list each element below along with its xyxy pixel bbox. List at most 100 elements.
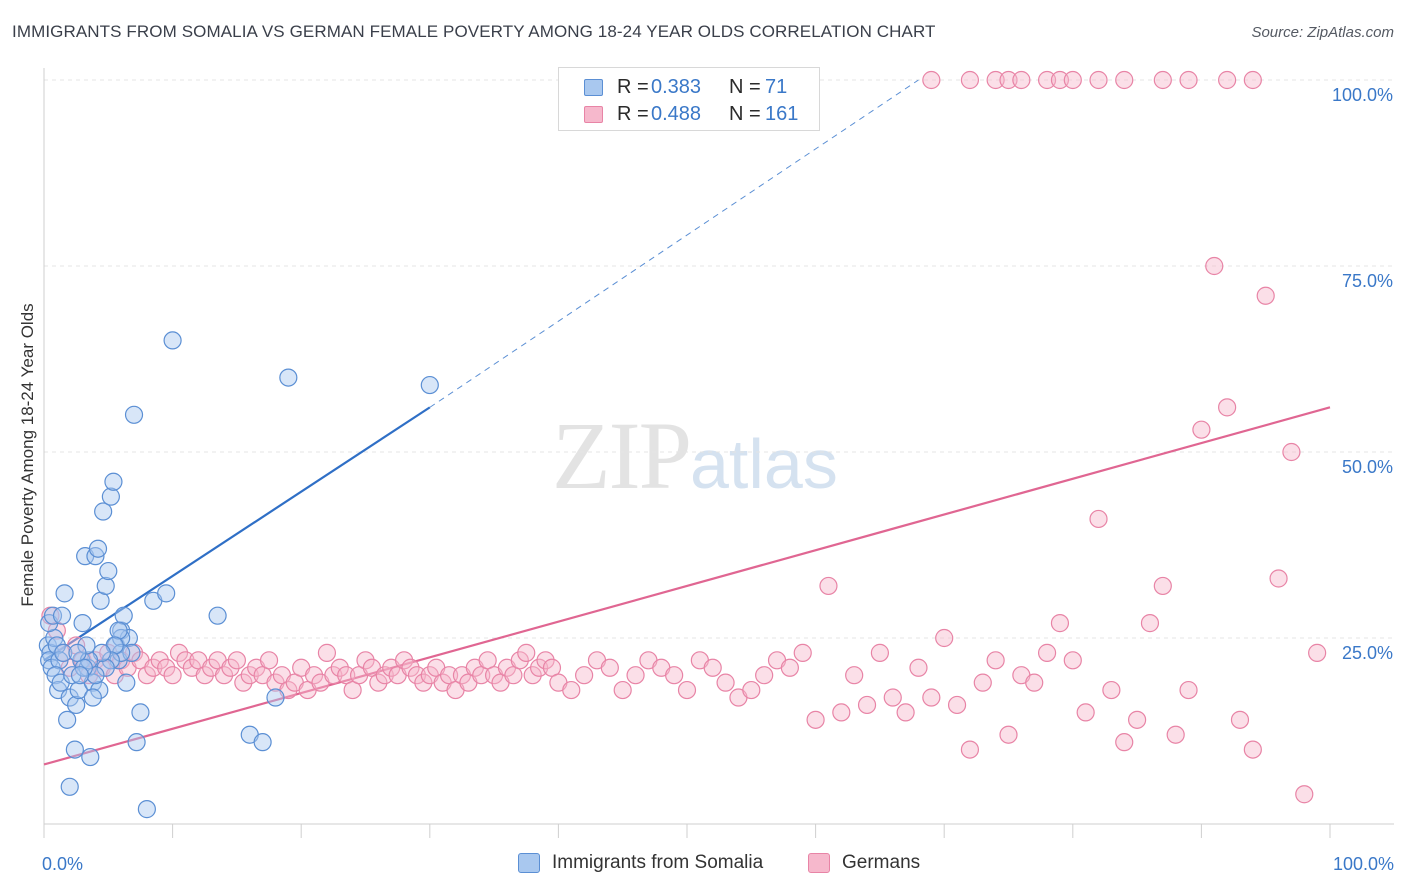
german-point <box>922 70 941 90</box>
german-point <box>234 673 253 692</box>
german-point <box>896 703 915 722</box>
german-point <box>999 725 1018 744</box>
german-point <box>922 688 941 707</box>
somalia-point <box>104 472 123 491</box>
somalia-point <box>137 800 156 819</box>
german-point <box>1256 286 1275 305</box>
somalia-point <box>96 658 115 677</box>
trend-layer <box>43 79 1331 766</box>
legend-row-somalia: R = 0.383 N = 71 <box>559 74 819 100</box>
german-point <box>677 680 697 700</box>
somalia-point <box>99 561 118 581</box>
german-point <box>304 666 324 685</box>
x-tick-label: 100.0% <box>1333 854 1394 874</box>
german-point <box>1153 576 1172 596</box>
somalia-point <box>266 688 285 707</box>
german-point <box>227 651 246 670</box>
german-point <box>157 658 176 677</box>
german-point <box>960 70 980 90</box>
german-point <box>1089 70 1108 90</box>
german-point <box>1140 614 1160 633</box>
bottom-legend-swatch-germans <box>808 853 830 873</box>
somalia-point <box>58 710 77 729</box>
legend-r-label: R = <box>617 103 649 125</box>
legend-r-label: R = <box>617 76 649 98</box>
german-point <box>1012 70 1031 90</box>
german-point <box>600 658 619 677</box>
german-point <box>1295 785 1314 804</box>
german-point <box>755 666 774 685</box>
somalia-point <box>279 368 298 387</box>
german-point <box>144 658 163 677</box>
somalia-point <box>60 777 79 796</box>
bottom-legend-label-germans: Germans <box>842 852 921 873</box>
somalia-point <box>112 643 131 662</box>
german-point <box>523 666 542 685</box>
german-point <box>626 666 645 685</box>
chart-title: IMMIGRANTS FROM SOMALIA VS GERMAN FEMALE… <box>12 22 936 41</box>
somalia-point <box>119 628 138 648</box>
somalia-point <box>124 405 144 424</box>
german-point <box>562 680 581 700</box>
y-tick-label: 50.0% <box>1342 457 1393 477</box>
watermark-atlas: atlas <box>690 425 838 503</box>
somalia-point <box>70 666 90 685</box>
german-point <box>407 666 427 685</box>
somalia-point <box>96 576 115 596</box>
somalia-point <box>73 614 92 633</box>
german-point <box>394 651 414 670</box>
german-point <box>176 651 195 670</box>
somalia-trendline <box>43 406 431 662</box>
point-layer <box>38 70 1327 819</box>
german-point <box>780 658 799 677</box>
german-point <box>1025 673 1044 692</box>
german-point <box>259 651 279 670</box>
german-point <box>935 628 954 648</box>
german-point <box>1037 70 1057 90</box>
german-point <box>1153 70 1172 90</box>
german-point <box>414 673 433 692</box>
german-point <box>832 703 851 722</box>
german-point <box>1050 614 1070 633</box>
correlation-legend: R = 0.383 N = 71 R = 0.488 N = 161 <box>558 67 820 131</box>
german-point <box>221 658 240 677</box>
german-point <box>665 666 684 685</box>
somalia-point <box>68 643 87 662</box>
german-point <box>1179 680 1198 700</box>
somalia-point <box>83 688 102 707</box>
legend-row-germans: R = 0.488 N = 161 <box>559 101 819 127</box>
german-point <box>1063 70 1082 90</box>
somalia-point <box>109 621 128 640</box>
german-point <box>845 666 864 685</box>
german-point <box>1218 398 1237 417</box>
somalia-point <box>47 636 66 655</box>
somalia-point <box>94 502 113 521</box>
german-point <box>1243 70 1262 90</box>
german-point <box>240 666 259 685</box>
german-point <box>986 651 1005 670</box>
german-point <box>517 643 536 662</box>
german-point <box>536 651 555 670</box>
somalia-point <box>163 331 182 350</box>
legend-n-label: N = <box>729 76 761 98</box>
legend-swatch-somalia <box>584 79 603 96</box>
german-point <box>857 695 877 715</box>
german-point <box>1308 643 1327 662</box>
legend-swatch-germans <box>584 106 603 123</box>
bottom-legend-label-somalia: Immigrants from Somalia <box>552 852 764 873</box>
chart-source: Source: ZipAtlas.com <box>1251 24 1394 41</box>
german-point <box>169 643 189 662</box>
watermark: ZIPatlas <box>552 400 838 511</box>
legend-n-value-germans: 161 <box>765 103 799 125</box>
german-point <box>375 666 394 685</box>
legend-n-label: N = <box>729 103 761 125</box>
somalia-point <box>90 680 109 700</box>
somalia-point <box>67 695 86 715</box>
german-point <box>1037 643 1057 662</box>
somalia-point <box>112 628 131 648</box>
german-point <box>1269 569 1288 588</box>
german-point <box>1063 651 1082 670</box>
grid-layer <box>44 79 1394 639</box>
german-point <box>1218 70 1237 90</box>
german-point <box>819 576 838 596</box>
